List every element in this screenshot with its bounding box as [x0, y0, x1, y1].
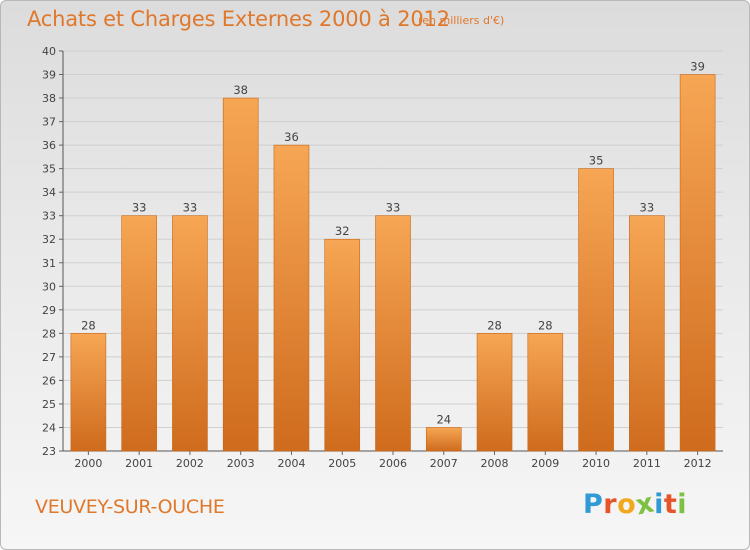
bar — [222, 97, 259, 452]
logo-letter: P — [583, 489, 604, 520]
bar — [121, 215, 157, 452]
y-tick-label: 37 — [42, 116, 56, 129]
y-tick-label: 40 — [42, 45, 56, 58]
y-tick-label: 28 — [42, 327, 56, 340]
bar — [476, 333, 513, 452]
logo-letter: o — [617, 489, 637, 520]
y-tick-label: 31 — [42, 257, 56, 270]
x-tick-label: 2007 — [430, 457, 458, 470]
x-tick-label: 2006 — [379, 457, 407, 470]
logo-letter: i — [677, 489, 688, 520]
x-tick-label: 2010 — [582, 457, 610, 470]
logo-letter: t — [663, 489, 678, 520]
data-label: 38 — [233, 83, 248, 97]
logo-letter: r — [603, 489, 618, 520]
x-tick-label: 2011 — [633, 457, 661, 470]
y-tick-label: 36 — [42, 139, 56, 152]
bar — [273, 144, 310, 452]
x-tick-label: 2003 — [227, 457, 255, 470]
y-tick-label: 30 — [42, 280, 56, 293]
y-tick-label: 33 — [42, 210, 56, 223]
y-tick-label: 23 — [42, 445, 56, 458]
bar — [629, 215, 665, 452]
proxiti-logo: Proxiti — [583, 487, 688, 521]
y-tick-label: 38 — [42, 92, 56, 105]
data-label: 28 — [538, 318, 553, 332]
chart-title: Achats et Charges Externes 2000 à 2012 — [27, 7, 450, 31]
x-tick-label: 2001 — [125, 457, 153, 470]
bar — [375, 215, 411, 452]
x-tick-label: 2000 — [74, 457, 102, 470]
y-tick-label: 39 — [42, 69, 56, 82]
y-tick-label: 26 — [42, 374, 56, 387]
data-label: 35 — [589, 154, 604, 168]
data-label: 32 — [335, 224, 350, 238]
bar — [172, 215, 208, 452]
bar — [679, 74, 716, 452]
data-label: 33 — [132, 201, 147, 215]
bars — [70, 74, 716, 452]
x-tick-label: 2004 — [277, 457, 305, 470]
bar — [578, 168, 614, 452]
data-label: 36 — [284, 130, 299, 144]
data-label: 33 — [386, 201, 401, 215]
y-tick-label: 35 — [42, 163, 56, 176]
y-tick-label: 24 — [42, 421, 56, 434]
data-label: 28 — [487, 318, 502, 332]
bar — [425, 427, 462, 452]
chart-subtitle: (en milliers d'€) — [418, 14, 505, 27]
logo-letter: i — [654, 489, 664, 520]
bar — [70, 333, 107, 452]
data-labels: 28 33 33 38 36 32 33 24 28 28 35 33 39 — [81, 60, 705, 427]
y-tick-label: 32 — [42, 233, 56, 246]
x-tick-label: 2008 — [481, 457, 509, 470]
place-name: VEUVEY-SUR-OUCHE — [35, 496, 225, 518]
x-tick-label: 2005 — [328, 457, 356, 470]
y-tick-label: 29 — [42, 304, 56, 317]
x-tick-label: 2002 — [176, 457, 204, 470]
y-tick-label: 25 — [42, 398, 56, 411]
data-label: 39 — [690, 60, 705, 74]
bar — [527, 333, 564, 452]
x-tick-label: 2009 — [531, 457, 559, 470]
data-label: 24 — [436, 412, 451, 426]
bar — [324, 238, 361, 452]
data-label: 33 — [640, 201, 655, 215]
data-label: 33 — [183, 201, 198, 215]
x-tick-label: 2012 — [684, 457, 712, 470]
y-tick-label: 34 — [42, 186, 56, 199]
data-label: 28 — [81, 318, 96, 332]
y-tick-label: 27 — [42, 351, 56, 364]
